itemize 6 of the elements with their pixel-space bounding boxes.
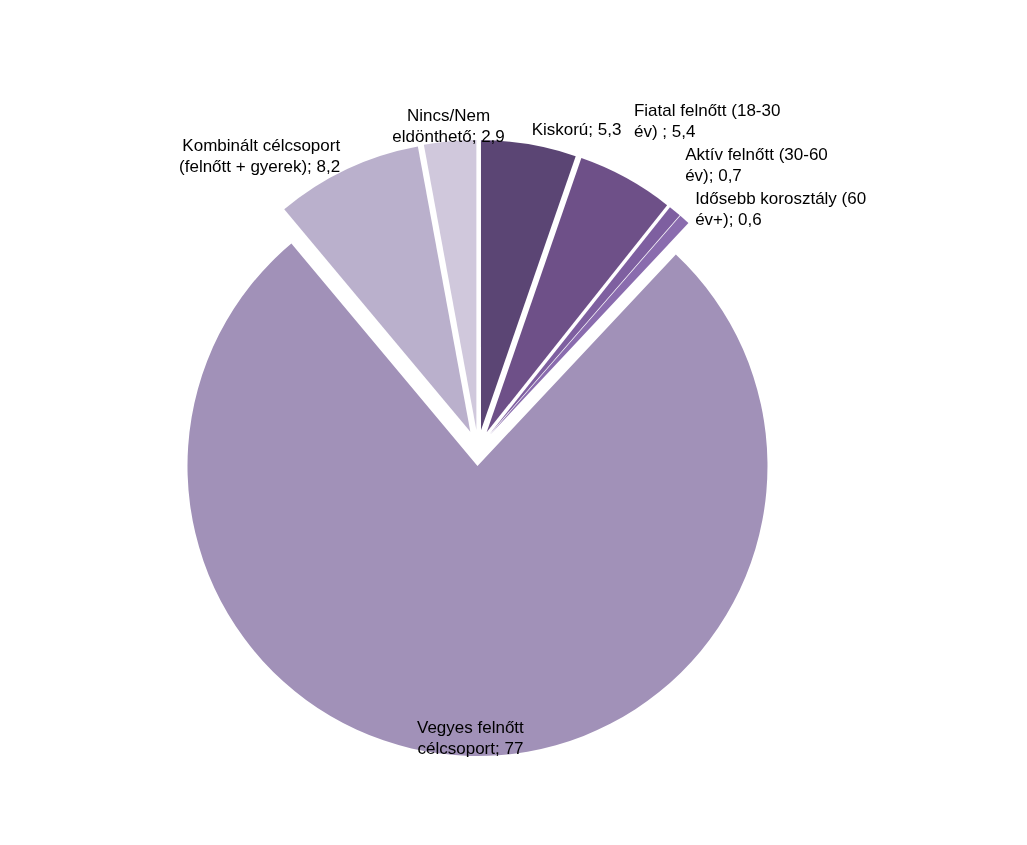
slice-label: Idősebb korosztály (60 év+); 0,6 (695, 188, 867, 229)
slice-label: Aktív felnőtt (30-60 év); 0,7 (685, 144, 828, 185)
slice-label: Vegyes felnőtt célcsoport; 77 (417, 717, 525, 758)
slice-label: Kiskorú; 5,3 (531, 119, 622, 139)
slice-label: Kombinált célcsoport (felnőtt + gyerek); 8,2 (179, 135, 341, 176)
slice-label: Fiatal felnőtt (18-30 év) ; 5,4 (633, 100, 781, 141)
